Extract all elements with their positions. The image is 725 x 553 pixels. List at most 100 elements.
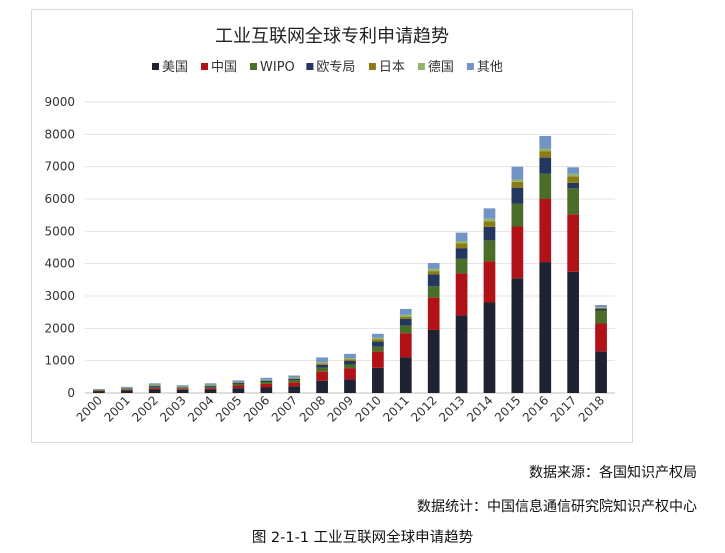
bar-2008-6 [316,357,328,363]
bar-2007-2 [288,380,301,383]
bar-2016-4 [539,151,552,158]
bar-2003-4 [176,386,189,388]
bar-2012-1 [427,297,440,330]
x-tick-label-2002: 2002 [129,393,160,424]
bar-2006-2 [260,382,273,384]
bar-2002-4 [148,385,161,386]
chart-title: 工业互联网全球专利申请趋势 [215,26,449,47]
bar-2013-0 [455,315,468,393]
x-tick-label-2015: 2015 [492,393,523,424]
bar-2001-5 [120,387,133,389]
bar-2003-1 [176,388,189,390]
bar-2011-6 [399,308,412,315]
bar-2007-3 [288,378,301,381]
bar-2007-5 [288,377,301,379]
bar-2002-2 [148,386,161,389]
bar-2015-6 [511,166,524,180]
bar-2001-4 [120,388,133,389]
bar-2004-4 [204,385,217,386]
bar-2014-3 [483,226,496,241]
bar-2014-1 [483,261,496,303]
bar-2012-0 [427,329,440,393]
bar-2012-3 [427,274,440,287]
legend-label-5: 德国 [428,60,454,75]
bar-2008-3 [316,364,328,368]
bar-2009-5 [344,358,356,360]
x-tick-label-2001: 2001 [101,393,132,424]
x-tick-label-2017: 2017 [548,393,579,424]
legend-swatch-0 [152,63,159,70]
bar-2001-3 [120,388,133,390]
bar-2004-5 [204,384,217,386]
bar-2004-2 [204,386,217,389]
bar-2011-0 [399,357,412,393]
bar-2016-1 [539,199,552,263]
bar-2013-6 [455,232,468,242]
bar-2004-0 [204,389,217,393]
bar-2016-3 [539,157,552,174]
bar-2013-3 [455,248,468,259]
bar-2002-5 [148,384,161,386]
bar-2005-1 [232,385,245,389]
y-tick-label-6: 6000 [44,192,75,206]
bar-2008-4 [316,363,328,365]
bar-2017-6 [567,167,580,174]
legend-swatch-3 [306,63,314,70]
bar-2011-4 [399,316,412,319]
legend-label-4: 日本 [379,60,405,75]
bar-2014-2 [483,240,496,262]
y-tick-label-5: 5000 [44,224,75,238]
bar-2014-0 [483,302,496,393]
bar-2008-0 [316,380,328,393]
bar-2004-3 [204,385,217,387]
bar-2014-4 [483,221,496,227]
bar-2006-4 [260,380,273,381]
bar-2003-6 [176,385,189,387]
legend-label-1: 中国 [211,60,237,75]
bar-2006-3 [260,380,273,383]
bar-2010-3 [372,341,384,347]
x-tick-label-2010: 2010 [353,393,384,424]
data-source-caption: 数据来源：各国知识产权局 [529,465,697,481]
y-tick-label-9: 9000 [44,95,75,109]
bar-2018-4 [595,307,607,309]
bar-2018-1 [595,323,607,352]
x-tick-label-2008: 2008 [297,393,328,424]
bar-2006-0 [260,387,273,393]
bar-2017-0 [567,271,580,393]
legend-label-6: 其他 [477,60,503,75]
bar-2001-6 [120,386,133,388]
bar-2000-0 [93,391,105,393]
bar-2015-1 [511,226,524,279]
legend-label-0: 美国 [162,60,188,75]
bar-2017-4 [567,176,580,183]
x-tick-label-2014: 2014 [464,393,495,424]
bar-2015-3 [511,187,524,204]
bar-2014-5 [483,218,496,222]
legend-swatch-4 [368,63,376,70]
y-tick-label-1: 1000 [44,354,75,368]
bar-2000-5 [93,389,105,391]
bar-2013-5 [455,241,468,244]
x-tick-label-2005: 2005 [213,393,244,424]
bar-2009-4 [344,359,356,361]
legend-swatch-1 [201,63,208,70]
bar-2007-6 [288,375,301,378]
bar-2009-3 [344,360,356,365]
bar-2012-6 [427,263,440,269]
bar-2003-3 [176,387,189,388]
bar-2013-2 [455,258,468,274]
bar-2017-2 [567,188,580,215]
legend-swatch-6 [466,63,474,70]
bar-2007-4 [288,378,301,379]
bar-2010-5 [372,337,384,340]
bar-2005-4 [232,382,245,383]
bar-2003-2 [176,387,189,389]
x-tick-label-2006: 2006 [241,393,272,424]
y-tick-label-2: 2000 [44,321,75,335]
bar-2018-0 [595,351,607,393]
x-tick-label-2013: 2013 [436,393,467,424]
bar-2004-1 [204,388,217,390]
bar-2002-1 [148,388,161,390]
